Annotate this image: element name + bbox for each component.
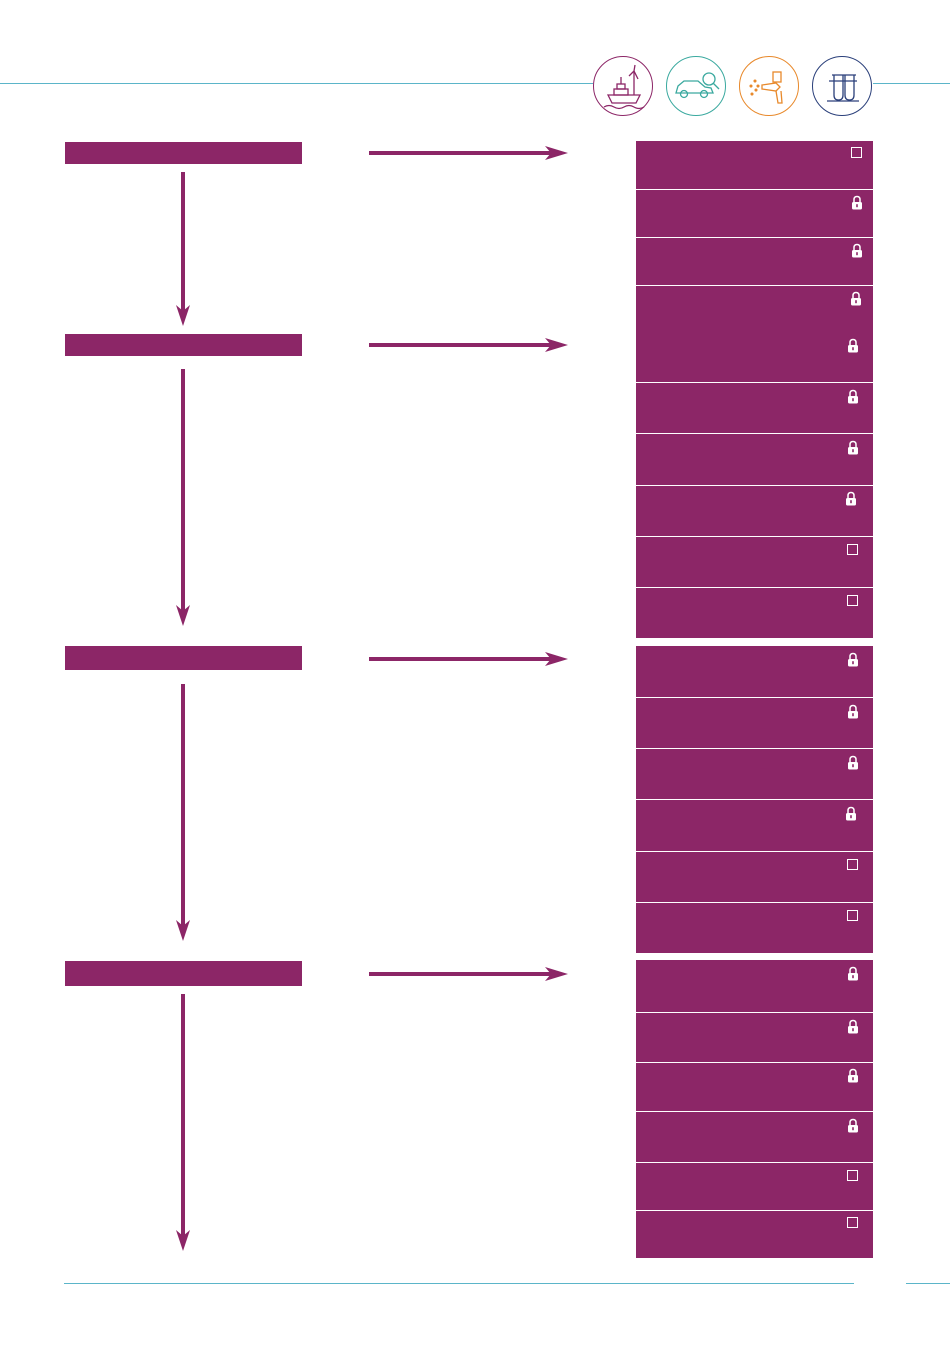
- item-checkbox[interactable]: [847, 859, 858, 870]
- lock-icon: [846, 806, 856, 821]
- list-item: [636, 1210, 873, 1258]
- maritime-wind-icon: [593, 56, 653, 116]
- list-item: [636, 237, 873, 285]
- item-checkbox[interactable]: [847, 544, 858, 555]
- flow-arrow-down-4: [176, 994, 190, 1251]
- test-tubes-icon: [812, 56, 872, 116]
- list-item: [636, 799, 873, 851]
- list-item: [636, 587, 873, 638]
- spray-gun-icon: [739, 56, 799, 116]
- footer-rule-right: [906, 1283, 950, 1284]
- stage-1-panel: [636, 141, 873, 333]
- list-item: [636, 285, 873, 333]
- flow-arrow-down-3: [176, 684, 190, 941]
- car-inspection-icon: [666, 56, 726, 116]
- lock-icon: [848, 338, 858, 353]
- lock-icon: [848, 389, 858, 404]
- list-item: [636, 333, 873, 382]
- flow-arrow-right-1: [369, 146, 568, 160]
- list-item: [636, 697, 873, 748]
- list-item: [636, 1012, 873, 1062]
- list-item: [636, 1062, 873, 1111]
- flow-arrow-down-2: [176, 369, 190, 626]
- item-checkbox[interactable]: [851, 147, 862, 158]
- lock-icon: [851, 291, 861, 306]
- flow-arrow-right-4: [369, 967, 568, 981]
- stage-2-panel: [636, 333, 873, 638]
- stage-3-bar: [65, 646, 302, 670]
- list-item: [636, 536, 873, 587]
- stage-4-bar: [65, 961, 302, 986]
- list-item: [636, 1111, 873, 1162]
- list-item: [636, 851, 873, 902]
- stage-4-panel: [636, 960, 873, 1258]
- list-item: [636, 382, 873, 433]
- lock-icon: [848, 1019, 858, 1034]
- list-item: [636, 902, 873, 953]
- item-checkbox[interactable]: [847, 1217, 858, 1228]
- lock-icon: [848, 1068, 858, 1083]
- list-item: [636, 960, 873, 1012]
- lock-icon: [848, 440, 858, 455]
- list-item: [636, 189, 873, 237]
- stage-2-bar: [65, 334, 302, 356]
- lock-icon: [852, 195, 862, 210]
- lock-icon: [848, 704, 858, 719]
- list-item: [636, 1162, 873, 1210]
- flow-arrow-right-2: [369, 338, 568, 352]
- lock-icon: [848, 1118, 858, 1133]
- lock-icon: [852, 243, 862, 258]
- header-rule-right: [873, 83, 950, 84]
- stage-1-bar: [65, 142, 302, 164]
- lock-icon: [848, 966, 858, 981]
- list-item: [636, 433, 873, 485]
- list-item: [636, 646, 873, 697]
- flow-arrow-right-3: [369, 652, 568, 666]
- lock-icon: [848, 652, 858, 667]
- list-item: [636, 485, 873, 536]
- stage-3-panel: [636, 646, 873, 953]
- list-item: [636, 141, 873, 189]
- header-rule-left: [0, 83, 593, 84]
- flow-arrow-down-1: [176, 172, 190, 326]
- item-checkbox[interactable]: [847, 910, 858, 921]
- lock-icon: [848, 755, 858, 770]
- list-item: [636, 748, 873, 799]
- item-checkbox[interactable]: [847, 1170, 858, 1181]
- item-checkbox[interactable]: [847, 595, 858, 606]
- footer-rule-left: [64, 1283, 854, 1284]
- lock-icon: [846, 491, 856, 506]
